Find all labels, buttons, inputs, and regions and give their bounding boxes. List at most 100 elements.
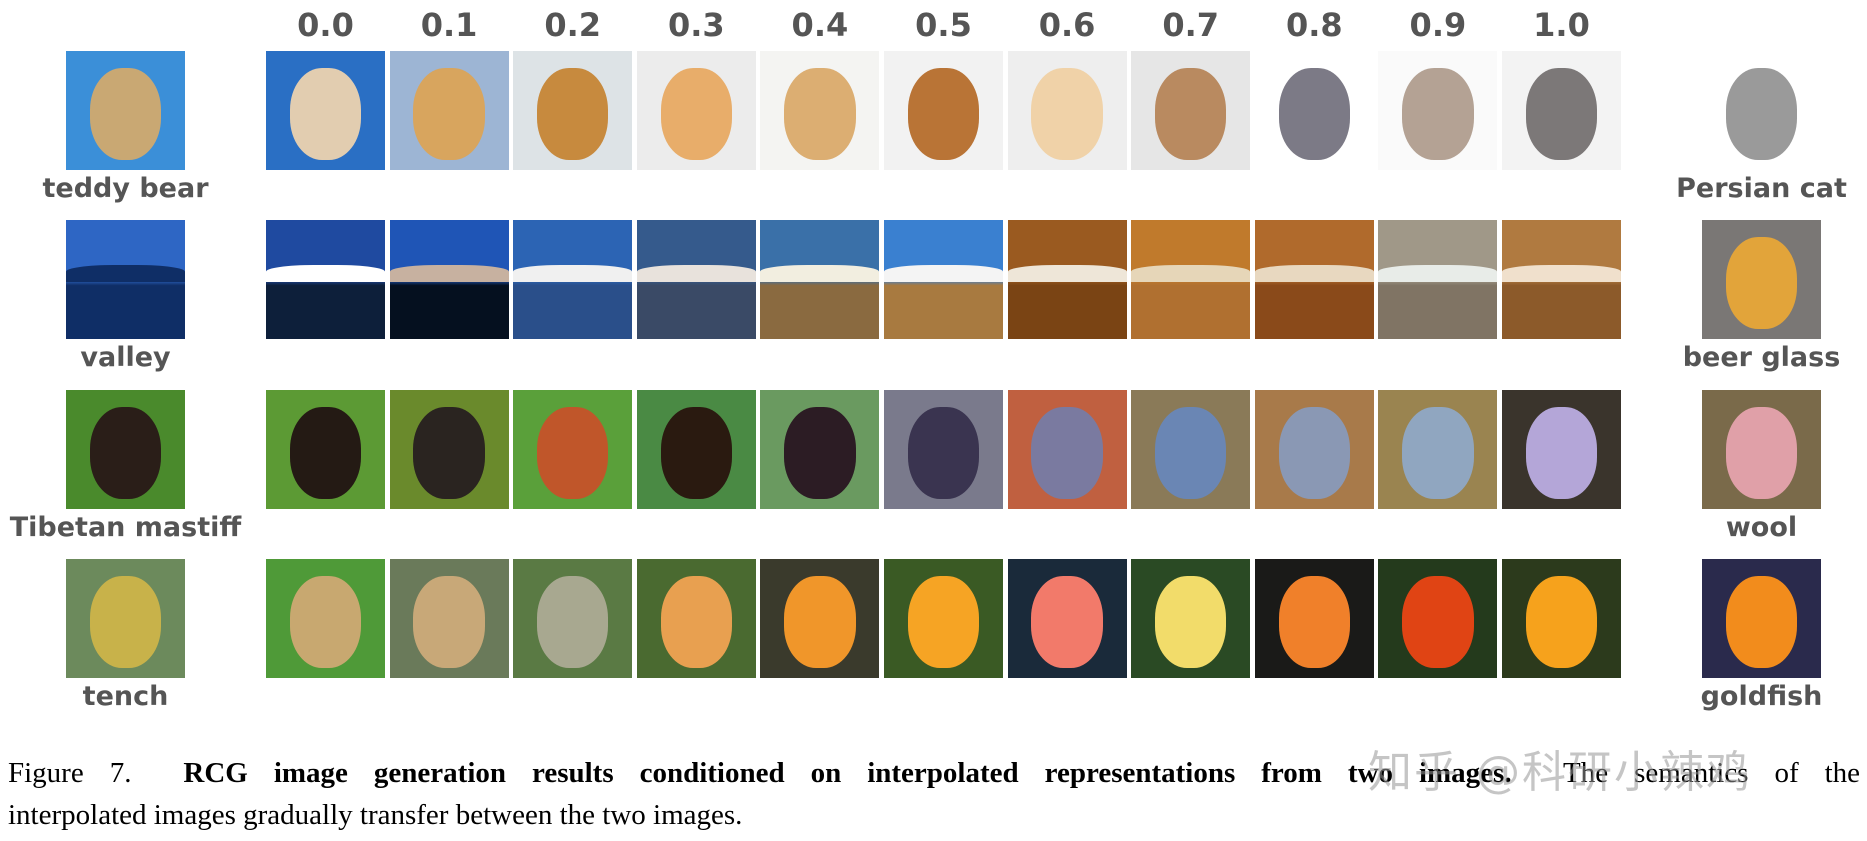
image-subject	[1278, 575, 1350, 669]
caption-bold-title: RCG image generation results conditioned…	[183, 757, 1512, 789]
interpolated-image-r3-0-2	[513, 390, 633, 509]
image-subject	[289, 406, 362, 500]
image-subject	[1031, 67, 1103, 161]
target-label: wool	[1725, 512, 1798, 543]
image-subject	[1502, 265, 1621, 282]
target-image-wool	[1702, 390, 1821, 509]
source-label: tench	[82, 681, 169, 712]
image-subject	[1154, 406, 1227, 500]
image-subject	[1278, 67, 1350, 161]
image-subject	[1131, 265, 1251, 282]
source-image-valley	[66, 220, 185, 339]
interpolated-image-r1-0-9	[1378, 51, 1498, 170]
interpolated-image-r4-0-7	[1131, 559, 1251, 678]
interpolated-image-r1-0-6	[1007, 51, 1127, 170]
interpolated-image-r1-0-8	[1254, 51, 1374, 170]
interpolated-image-r1-0-7	[1131, 51, 1251, 170]
interpolated-image-r3-0-1	[389, 390, 509, 509]
column-label-0-0: 0.0	[297, 6, 354, 44]
caption-prefix: Figure 7.	[8, 757, 132, 789]
image-subject	[1402, 575, 1474, 669]
image-subject	[784, 67, 856, 161]
image-subject	[66, 265, 185, 282]
image-subject	[413, 67, 485, 161]
target-image-beer-glass	[1702, 220, 1821, 339]
source-label: teddy bear	[42, 173, 209, 204]
interpolated-image-r2-0-1	[389, 220, 509, 339]
image-subject	[1154, 67, 1227, 161]
image-subject	[1402, 406, 1474, 500]
column-label-0-8: 0.8	[1285, 6, 1343, 44]
image-subject	[1725, 67, 1798, 161]
image-subject	[1278, 406, 1350, 500]
image-subject	[1031, 575, 1103, 669]
interpolated-image-r2-0-5	[884, 220, 1003, 339]
image-subject	[760, 265, 880, 282]
interpolated-image-r4-0-2	[513, 559, 633, 678]
image-subject	[660, 575, 732, 669]
image-subject	[413, 575, 485, 669]
column-label-0-2: 0.2	[544, 6, 602, 44]
caption-line-1: Figure 7. RCG image generation results c…	[8, 752, 1860, 794]
interpolated-image-r4-0-0	[266, 559, 385, 678]
target-label: beer glass	[1682, 342, 1841, 373]
column-label-0-4: 0.4	[791, 6, 849, 44]
interpolated-image-r2-1-0	[1502, 220, 1621, 339]
column-label-0-6: 0.6	[1038, 6, 1096, 44]
interpolated-image-r4-0-8	[1254, 559, 1374, 678]
caption-line-2: interpolated images gradually transfer b…	[8, 799, 743, 831]
interpolated-image-r1-0-1	[389, 51, 509, 170]
interpolated-image-r1-0-4	[760, 51, 880, 170]
image-subject	[89, 406, 162, 500]
image-subject	[1725, 236, 1798, 330]
target-image-goldfish	[1702, 559, 1821, 678]
interpolated-image-r4-1-0	[1502, 559, 1621, 678]
interpolated-image-r3-1-0	[1502, 390, 1621, 509]
interpolated-image-r2-0-7	[1131, 220, 1251, 339]
source-label: valley	[80, 342, 171, 373]
column-label-0-3: 0.3	[667, 6, 725, 44]
image-subject	[1007, 265, 1127, 282]
image-subject	[660, 406, 732, 500]
interpolated-image-r2-0-6	[1007, 220, 1127, 339]
image-subject	[536, 67, 609, 161]
column-label-1-0: 1.0	[1533, 6, 1590, 44]
image-subject	[1525, 575, 1598, 669]
image-subject	[389, 265, 509, 282]
interpolated-image-r2-0-3	[636, 220, 756, 339]
interpolated-image-r4-0-6	[1007, 559, 1127, 678]
interpolated-image-r2-0-4	[760, 220, 880, 339]
interpolated-image-r4-0-1	[389, 559, 509, 678]
image-subject	[784, 575, 856, 669]
figure-caption: Figure 7. RCG image generation results c…	[8, 752, 1860, 836]
source-image-teddy-bear	[66, 51, 185, 170]
interpolated-image-r4-0-9	[1378, 559, 1498, 678]
interpolated-image-r1-0-2	[513, 51, 633, 170]
column-label-0-5: 0.5	[915, 6, 972, 44]
image-subject	[1254, 265, 1374, 282]
image-subject	[89, 575, 162, 669]
interpolated-image-r4-0-4	[760, 559, 880, 678]
image-subject	[1525, 67, 1598, 161]
column-label-0-1: 0.1	[420, 6, 478, 44]
image-subject	[289, 575, 362, 669]
image-subject	[1378, 265, 1498, 282]
image-subject	[907, 67, 980, 161]
column-label-0-9: 0.9	[1409, 6, 1467, 44]
interpolated-image-r1-0-5	[884, 51, 1003, 170]
image-subject	[513, 265, 633, 282]
watermark-text: 知乎 @科研小辣鸡	[1368, 747, 1752, 798]
interpolated-image-r2-0-9	[1378, 220, 1498, 339]
column-label-0-7: 0.7	[1162, 6, 1220, 44]
image-subject	[1725, 406, 1798, 500]
interpolated-image-r3-0-7	[1131, 390, 1251, 509]
image-subject	[1725, 575, 1798, 669]
interpolated-image-r4-0-3	[636, 559, 756, 678]
image-subject	[1031, 406, 1103, 500]
interpolated-image-r3-0-5	[884, 390, 1003, 509]
interpolated-image-r1-0-0	[266, 51, 385, 170]
interpolated-image-r4-0-5	[884, 559, 1003, 678]
interpolated-image-r2-0-0	[266, 220, 385, 339]
interpolated-image-r3-0-8	[1254, 390, 1374, 509]
source-label: Tibetan mastiff	[9, 512, 242, 543]
